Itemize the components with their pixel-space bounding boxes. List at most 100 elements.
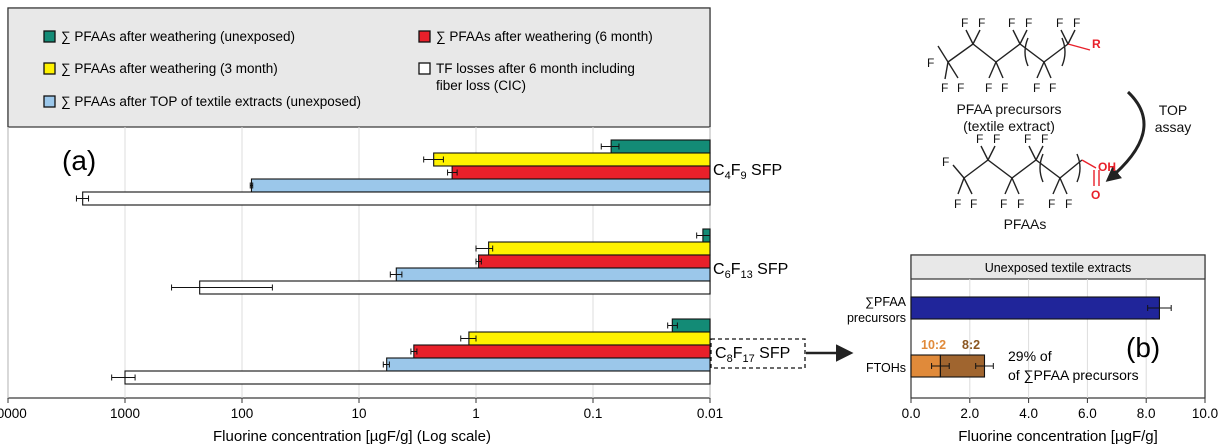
group-label-c8f17-sub1: 8: [727, 353, 733, 365]
panel-b-category-precursors-2: precursors: [847, 311, 906, 325]
bar-g0-s1: [433, 152, 711, 167]
legend-swatch-red: [418, 30, 431, 43]
scheme-text: F F F F F F F F F F F F F R PFAA precurs…: [927, 16, 1191, 232]
panel-a-label: (a): [62, 145, 96, 176]
legend-swatch-teal: [43, 30, 56, 43]
precursor-f-10: F: [1033, 81, 1040, 95]
tick-label-a-0: 10000: [0, 406, 27, 421]
group-label-c8f17-f: F: [733, 345, 743, 362]
product-chain: [963, 159, 1083, 179]
precursor-chain-red: [1067, 43, 1091, 51]
legend-label-3-month: ∑ PFAAs after weathering (3 month): [61, 61, 278, 76]
tick-label-a-6: 0.01: [697, 406, 723, 421]
product-label: PFAAs: [1004, 216, 1047, 232]
product-f-2: F: [954, 197, 961, 211]
group-label-c4f9-sub1: 4: [725, 170, 731, 182]
panel-b-title: Unexposed textile extracts: [985, 261, 1132, 275]
panel-a-x-axis: 10000 1000 100 10 1 0.1 0.01: [0, 398, 723, 421]
bar-g0-s0: [610, 139, 711, 154]
precursor-f-13: F: [1073, 16, 1080, 30]
product-f-4: F: [976, 132, 983, 146]
panel-b-category-ftohs: FTOHs: [866, 361, 906, 375]
panel-a: 10000 1000 100 10 1 0.1 0.01 ∑ PFAAs after wea…: [0, 7, 854, 445]
product-f-10: F: [1048, 197, 1055, 211]
legend-item-3-month: ∑ PFAAs after weathering (3 month): [43, 61, 278, 76]
panel-a-x-axis-label: Fluorine concentration [µgF/g] (Log scal…: [213, 428, 491, 445]
legend-label-unexposed: ∑ PFAAs after weathering (unexposed): [61, 29, 295, 44]
product-bracket-left: [1039, 153, 1044, 183]
precursor-label-2: (textile extract): [963, 118, 1055, 134]
tick-label-a-3: 10: [351, 406, 366, 421]
tick-label-b-5: 10.0: [1192, 406, 1218, 421]
top-assay-arrow: [1105, 90, 1146, 182]
precursor-cf-bonds: [937, 29, 1076, 80]
precursor-f-2: F: [941, 81, 948, 95]
tick-label-b-4: 8.0: [1137, 406, 1156, 421]
bar-g2-s0: [671, 318, 711, 333]
group-label-c6f13-c: C: [713, 261, 725, 278]
carboxyl-bond: [1081, 159, 1097, 169]
ftoh-annotation-2: of ∑PFAA precursors: [1008, 367, 1139, 383]
bar-g0-s2: [451, 165, 711, 180]
group-label-c6f13-sub1: 6: [725, 269, 731, 281]
tick-label-a-4: 1: [472, 406, 480, 421]
tick-label-b-1: 2.0: [960, 406, 979, 421]
bar-g1-s4: [199, 280, 711, 295]
product-cf-bonds: [952, 145, 1068, 195]
tick-label-b-2: 4.0: [1019, 406, 1038, 421]
product-f-3: F: [970, 197, 977, 211]
precursor-f-4: F: [961, 16, 968, 30]
product-f-1: F: [942, 155, 949, 169]
group-label-c6f13-tail: SFP: [753, 261, 789, 278]
group-label-c6f13-f: F: [731, 261, 741, 278]
precursor-f-3: F: [957, 81, 964, 95]
group-label-c8f17-box: [710, 338, 806, 369]
tick-label-a-1: 1000: [110, 406, 140, 421]
segment-label-8-2: 8:2: [962, 338, 980, 352]
legend-label-top: ∑ PFAAs after TOP of textile extracts (u…: [61, 94, 361, 109]
group-label-c6f13: C6F13 SFP: [713, 261, 788, 281]
legend-box: [7, 7, 711, 128]
group-label-c8f17-sub2: 17: [742, 353, 754, 365]
product-f-5: F: [993, 132, 1000, 146]
precursor-f-5: F: [978, 16, 985, 30]
legend-label-tf-losses-1: TF losses after 6 month including: [436, 61, 635, 76]
group-label-c4f9-f: F: [731, 162, 741, 179]
precursor-f-11: F: [1049, 81, 1056, 95]
bar-g2-s3: [386, 357, 711, 372]
bar-b-c0-seg0: [910, 296, 1160, 320]
legend-item-6-month: ∑ PFAAs after weathering (6 month): [418, 29, 653, 44]
legend-label-6-month: ∑ PFAAs after weathering (6 month): [436, 29, 653, 44]
product-f-9: F: [1041, 132, 1048, 146]
legend-item-top: ∑ PFAAs after TOP of textile extracts (u…: [43, 94, 361, 109]
precursor-f-9: F: [1025, 16, 1032, 30]
product-hydroxyl: OH: [1098, 160, 1116, 174]
product-bracket-right: [1076, 153, 1081, 183]
product-f-11: F: [1065, 197, 1072, 211]
panel-b: Unexposed textile extracts 0.0 2.0 4.0 6.0 8…: [847, 254, 1218, 445]
group-label-c8f17: C8F17 SFP: [715, 345, 790, 365]
legend: ∑ PFAAs after weathering (unexposed) ∑ P…: [43, 29, 653, 109]
tick-label-a-2: 100: [231, 406, 254, 421]
tick-label-b-0: 0.0: [902, 406, 921, 421]
precursor-r-group: R: [1092, 37, 1101, 51]
precursor-f-6: F: [985, 81, 992, 95]
group-label-c8f17-tail: SFP: [755, 345, 791, 362]
segment-label-10-2: 10:2: [921, 338, 946, 352]
ftoh-annotation-1: 29% of: [1008, 348, 1052, 364]
product-f-6: F: [1000, 197, 1007, 211]
precursor-f-7: F: [1001, 81, 1008, 95]
precursor-f-1: F: [927, 56, 934, 70]
legend-item-tf-losses: TF losses after 6 month including fiber …: [418, 61, 635, 93]
panel-b-category-precursors-1: ∑PFAA: [865, 295, 907, 309]
precursor-bracket-right: [1061, 37, 1066, 67]
panel-a-bars: [75, 139, 711, 385]
precursor-f-12: F: [1056, 16, 1063, 30]
bar-g2-s1: [468, 331, 711, 346]
precursor-f-8: F: [1008, 16, 1015, 30]
product-oxygen: O: [1091, 188, 1100, 202]
bar-g2-s4: [124, 370, 711, 385]
precursor-label-1: PFAA precursors: [956, 101, 1061, 117]
bar-g1-s2: [478, 254, 711, 269]
